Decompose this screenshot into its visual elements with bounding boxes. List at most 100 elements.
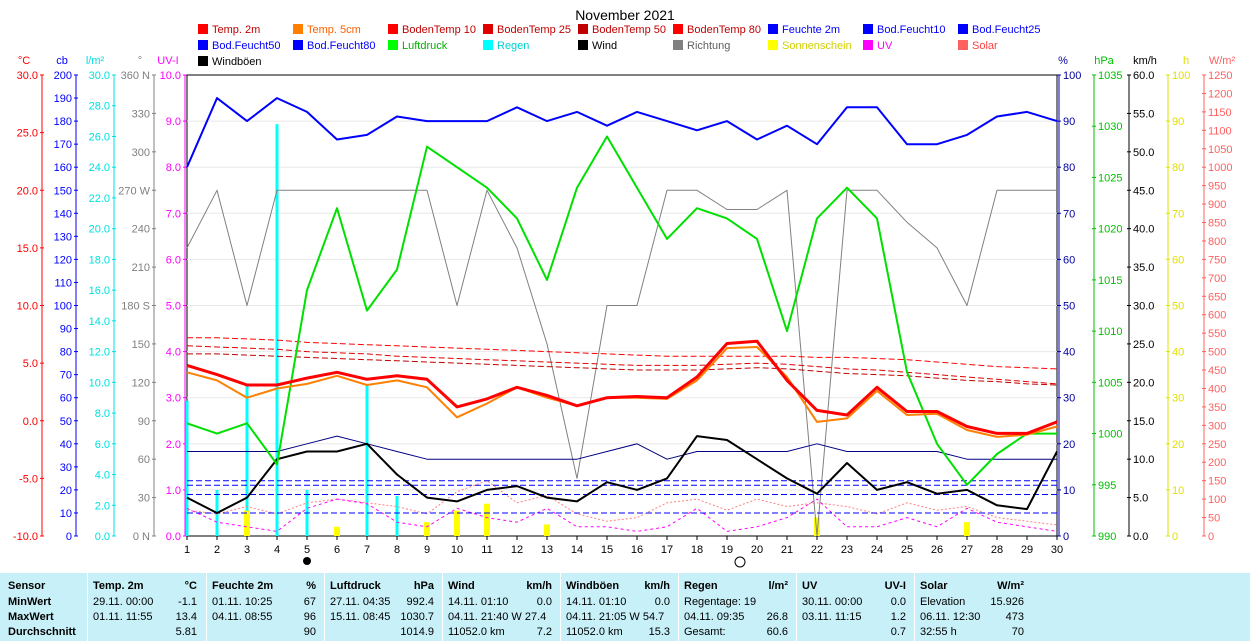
- series-line-bodentemp-25: [186, 345, 1058, 385]
- legend-swatch: [293, 24, 303, 34]
- stats-header: Feuchte 2m: [212, 580, 274, 592]
- stats-row-label: 04.11. 08:55: [212, 611, 273, 623]
- legend-label: Bod.Feucht50: [212, 40, 281, 52]
- axis-tick-label: 3.0: [166, 393, 181, 405]
- legend-label: Bod.Feucht80: [307, 40, 376, 52]
- x-tick-label: 24: [871, 544, 883, 556]
- axis-tick-label: 0.0: [1133, 531, 1148, 543]
- axis-tick-label: 0.0: [23, 416, 38, 428]
- series-line-wind: [187, 435, 1057, 460]
- x-tick-label: 5: [304, 544, 310, 556]
- stats-row-label: 14.11. 01:10: [448, 596, 509, 608]
- axis-tick-label: 20: [60, 485, 72, 497]
- axis-tick-label: 35.0: [1133, 262, 1154, 274]
- axis-unit: hPa: [1094, 55, 1114, 67]
- stats-header: Luftdruck: [330, 580, 381, 592]
- chart-title: November 2021: [575, 7, 675, 23]
- stats-value: 13.4: [175, 611, 197, 623]
- axis-tick-label: 2.0: [166, 439, 181, 451]
- stats-value: 15.926: [990, 596, 1024, 608]
- stats-row-label: 30.11. 00:00: [802, 596, 863, 608]
- legend-label: Wind: [592, 40, 617, 52]
- stats-value: 0.0: [890, 596, 906, 608]
- stats-header: Wind: [448, 580, 475, 592]
- axis-tick-label: 50: [1208, 513, 1220, 525]
- legend-label: Solar: [972, 40, 998, 52]
- series-line-feuchte-2m: [186, 97, 1058, 168]
- axis-unit: UV-I: [157, 55, 178, 67]
- axis-tick-label: 20: [1063, 439, 1075, 451]
- x-tick-label: 17: [661, 544, 673, 556]
- stats-row-label: MinWert: [8, 596, 52, 608]
- legend-label: UV: [877, 40, 893, 52]
- axis-tick-label: 200: [1208, 457, 1226, 469]
- axis-tick-label: 40: [60, 439, 72, 451]
- stats-column: Wind km/h 14.11. 01:10 04.11. 21:40 W 27.4 1…: [448, 573, 560, 641]
- axis-tick-label: 15.0: [1133, 416, 1154, 428]
- axis-tick-label: 1030: [1098, 121, 1122, 133]
- axis-tick-label: 330: [132, 108, 150, 120]
- axis-tick-label: 80: [1063, 162, 1075, 174]
- axis-tick-label: 400: [1208, 383, 1226, 395]
- legend-swatch: [768, 24, 778, 34]
- axis-tick-label: 20: [1172, 439, 1184, 451]
- axis-tick-label: 180 S: [121, 301, 150, 313]
- axis-tick-label: 200: [54, 70, 72, 82]
- x-tick-label: 9: [424, 544, 430, 556]
- axis-tick-label: 30.0: [89, 70, 110, 82]
- axis-tick-label: 700: [1208, 273, 1226, 285]
- axis-tick-label: 1020: [1098, 224, 1122, 236]
- axis-tick-label: 950: [1208, 181, 1226, 193]
- axis-tick-label: 750: [1208, 254, 1226, 266]
- axis-tick-label: 240: [132, 224, 150, 236]
- axis-tick-label: 90: [1063, 116, 1075, 128]
- stats-row-label: 32:55 h: [920, 626, 957, 638]
- legend-swatch: [483, 40, 493, 50]
- bar-sonnenschein: [814, 517, 820, 536]
- stats-row-label: 15.11. 08:45: [330, 611, 391, 623]
- axis-unit: °: [138, 55, 142, 67]
- stats-column: Temp. 2m °C 29.11. 00:00 01.11. 11:55 -1.1 13…: [93, 573, 205, 641]
- axis-tick-label: 120: [54, 254, 72, 266]
- stats-row-label: 04.11. 21:05 W 54.7: [566, 611, 665, 623]
- axis-tick-label: 60.0: [1133, 70, 1154, 82]
- x-tick-label: 13: [541, 544, 553, 556]
- axis-tick-label: 28.0: [89, 101, 110, 113]
- stats-row-label: 29.11. 00:00: [93, 596, 154, 608]
- axis-tick-label: -5.0: [19, 473, 38, 485]
- legend-swatch: [198, 56, 208, 66]
- legend-label: Temp. 2m: [212, 24, 260, 36]
- axis-tick-label: 24.0: [89, 162, 110, 174]
- axis-tick-label: 10.0: [17, 301, 38, 313]
- bar-regen: [245, 385, 249, 536]
- axis-tick-label: 50: [60, 416, 72, 428]
- x-tick-label: 29: [1021, 544, 1033, 556]
- axis-tick-label: 180: [54, 116, 72, 128]
- series-line-bodentemp-50: [187, 353, 1058, 386]
- axis-tick-label: 110: [54, 277, 72, 289]
- x-tick-label: 22: [811, 544, 823, 556]
- stats-separator: [206, 573, 207, 641]
- stats-separator: [87, 573, 88, 641]
- axis-tick-label: 0.0: [95, 531, 110, 543]
- legend-swatch: [578, 40, 588, 50]
- stats-value: 90: [303, 626, 316, 638]
- bar-sonnenschein: [244, 510, 250, 536]
- axis-tick-label: 120: [132, 377, 150, 389]
- axis-tick-label: 20.0: [89, 224, 110, 236]
- legend-swatch: [483, 24, 493, 34]
- stats-row-label: 04.11. 09:35: [684, 611, 745, 623]
- stats-row-label: 11052.0 km: [448, 626, 505, 638]
- axis-tick-label: 0: [66, 531, 72, 543]
- axis-tick-label: 1025: [1098, 172, 1122, 184]
- stats-header: Temp. 2m: [93, 580, 144, 592]
- stats-header: Sensor: [8, 580, 46, 592]
- bar-regen: [185, 400, 189, 536]
- stats-row-label: Durchschnitt: [8, 626, 76, 638]
- axis-unit: W/m²: [1209, 55, 1236, 67]
- stats-value: 7.2: [536, 626, 552, 638]
- axis-tick-label: 45.0: [1133, 185, 1154, 197]
- axis-unit: km/h: [1133, 55, 1157, 67]
- axis-tick-label: 150: [1208, 476, 1226, 488]
- weather-chart: November 2021 Temp. 2m Temp. 5cm BodenTemp…: [13, 7, 1236, 568]
